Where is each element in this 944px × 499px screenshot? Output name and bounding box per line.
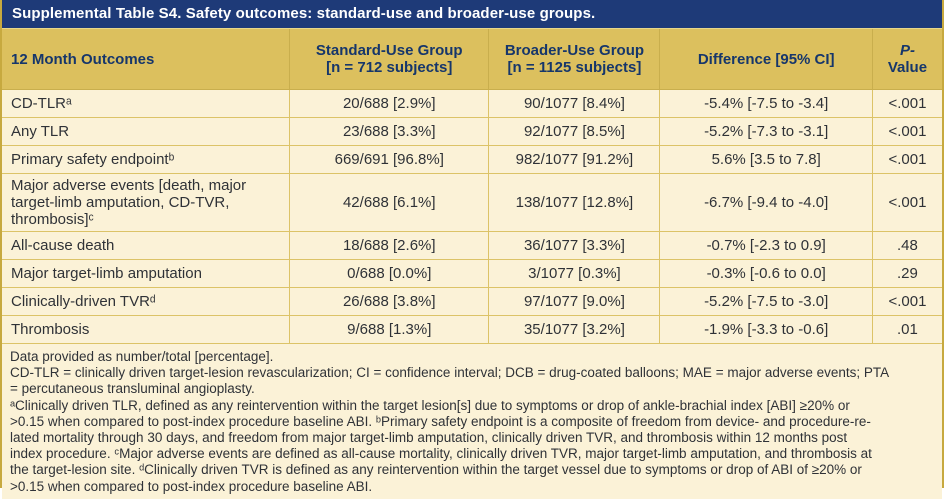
table-row: CD-TLRᵃ 20/688 [2.9%] 90/1077 [8.4%] -5.… bbox=[2, 89, 942, 118]
col-header-standard-group: Standard-Use Group [n = 712 subjects] bbox=[289, 29, 490, 90]
footnotes-cell: Data provided as number/total [percentag… bbox=[2, 342, 942, 499]
cell-outcome: Major adverse events [death, major targe… bbox=[2, 173, 291, 232]
cell-difference: -6.7% [-9.4 to -4.0] bbox=[659, 173, 873, 232]
table-row: Any TLR 23/688 [3.3%] 92/1077 [8.5%] -5.… bbox=[2, 117, 942, 146]
cell-pvalue: <.001 bbox=[871, 287, 942, 316]
table-row: Thrombosis 9/688 [1.3%] 35/1077 [3.2%] -… bbox=[2, 315, 942, 344]
cell-standard: 669/691 [96.8%] bbox=[289, 145, 490, 174]
cell-pvalue: .48 bbox=[871, 231, 942, 260]
cell-standard: 9/688 [1.3%] bbox=[289, 315, 490, 344]
col-header-outcomes: 12 Month Outcomes bbox=[2, 29, 291, 90]
cell-broader: 92/1077 [8.5%] bbox=[488, 117, 661, 146]
broader-group-title: Broader-Use Group bbox=[504, 42, 645, 59]
cell-difference: 5.6% [3.5 to 7.8] bbox=[659, 145, 873, 174]
col-header-difference: Difference [95% CI] bbox=[659, 29, 873, 90]
table-row: Primary safety endpointᵇ 669/691 [96.8%]… bbox=[2, 145, 942, 174]
footnote-line: CD-TLR = clinically driven target-lesion… bbox=[10, 365, 890, 381]
pvalue-p: P- bbox=[899, 42, 915, 59]
cell-standard: 20/688 [2.9%] bbox=[289, 89, 490, 118]
cell-broader: 35/1077 [3.2%] bbox=[488, 315, 661, 344]
col-header-broader-group: Broader-Use Group [n = 1125 subjects] bbox=[488, 29, 661, 90]
cell-broader: 3/1077 [0.3%] bbox=[488, 259, 661, 288]
cell-pvalue: <.001 bbox=[871, 89, 942, 118]
cell-difference: -0.3% [-0.6 to 0.0] bbox=[659, 259, 873, 288]
cell-outcome: CD-TLRᵃ bbox=[2, 89, 291, 118]
footnote-line: lated mortality through 30 days, and fre… bbox=[10, 430, 848, 446]
cell-broader: 90/1077 [8.4%] bbox=[488, 89, 661, 118]
standard-group-title: Standard-Use Group bbox=[315, 42, 463, 59]
cell-standard: 18/688 [2.6%] bbox=[289, 231, 490, 260]
cell-outcome: Major target-limb amputation bbox=[2, 259, 291, 288]
col-header-pvalue: P- Value bbox=[871, 29, 942, 90]
cell-difference: -1.9% [-3.3 to -0.6] bbox=[659, 315, 873, 344]
cell-broader: 36/1077 [3.3%] bbox=[488, 231, 661, 260]
cell-difference: -0.7% [-2.3 to 0.9] bbox=[659, 231, 873, 260]
cell-difference: -5.4% [-7.5 to -3.4] bbox=[659, 89, 873, 118]
cell-standard: 42/688 [6.1%] bbox=[289, 173, 490, 232]
cell-broader: 138/1077 [12.8%] bbox=[488, 173, 661, 232]
cell-pvalue: <.001 bbox=[871, 117, 942, 146]
cell-outcome: Any TLR bbox=[2, 117, 291, 146]
cell-difference: -5.2% [-7.5 to -3.0] bbox=[659, 287, 873, 316]
header-row: 12 Month Outcomes Standard-Use Group [n … bbox=[2, 29, 942, 90]
footnote-line: the target-lesion site. ᵈClinically driv… bbox=[10, 462, 862, 478]
footnote-line: >0.15 when compared to post-index proced… bbox=[10, 478, 373, 494]
cell-pvalue: .01 bbox=[871, 315, 942, 344]
cell-standard: 26/688 [3.8%] bbox=[289, 287, 490, 316]
cell-difference: -5.2% [-7.3 to -3.1] bbox=[659, 117, 873, 146]
footnote-line: >0.15 when compared to post-index proced… bbox=[10, 413, 871, 429]
cell-pvalue: <.001 bbox=[871, 173, 942, 232]
cell-outcome: Thrombosis bbox=[2, 315, 291, 344]
footnote-line: = percutaneous transluminal angioplasty. bbox=[10, 381, 255, 397]
cell-broader: 982/1077 [91.2%] bbox=[488, 145, 661, 174]
cell-pvalue: .29 bbox=[871, 259, 942, 288]
footnote-line: ᵃClinically driven TLR, defined as any r… bbox=[10, 397, 850, 413]
cell-outcome: All-cause death bbox=[2, 231, 291, 260]
footnote-line: index procedure. ᶜMajor adverse events a… bbox=[10, 446, 872, 462]
table-title: Supplemental Table S4. Safety outcomes: … bbox=[2, 0, 942, 29]
cell-pvalue: <.001 bbox=[871, 145, 942, 174]
table-row: All-cause death 18/688 [2.6%] 36/1077 [3… bbox=[2, 231, 942, 260]
broader-group-n: [n = 1125 subjects] bbox=[507, 59, 642, 76]
cell-outcome: Clinically-driven TVRᵈ bbox=[2, 287, 291, 316]
footnote-line: Data provided as number/total [percentag… bbox=[10, 349, 274, 364]
safety-outcomes-table: 12 Month Outcomes Standard-Use Group [n … bbox=[2, 29, 942, 499]
cell-broader: 97/1077 [9.0%] bbox=[488, 287, 661, 316]
cell-outcome: Primary safety endpointᵇ bbox=[2, 145, 291, 174]
table-row: Major target-limb amputation 0/688 [0.0%… bbox=[2, 259, 942, 288]
cell-standard: 0/688 [0.0%] bbox=[289, 259, 490, 288]
table-row: Clinically-driven TVRᵈ 26/688 [3.8%] 97/… bbox=[2, 287, 942, 316]
cell-standard: 23/688 [3.3%] bbox=[289, 117, 490, 146]
footnotes-row: Data provided as number/total [percentag… bbox=[2, 342, 942, 499]
pvalue-value: Value bbox=[887, 59, 928, 76]
table-row: Major adverse events [death, major targe… bbox=[2, 173, 942, 232]
standard-group-n: [n = 712 subjects] bbox=[326, 59, 453, 76]
